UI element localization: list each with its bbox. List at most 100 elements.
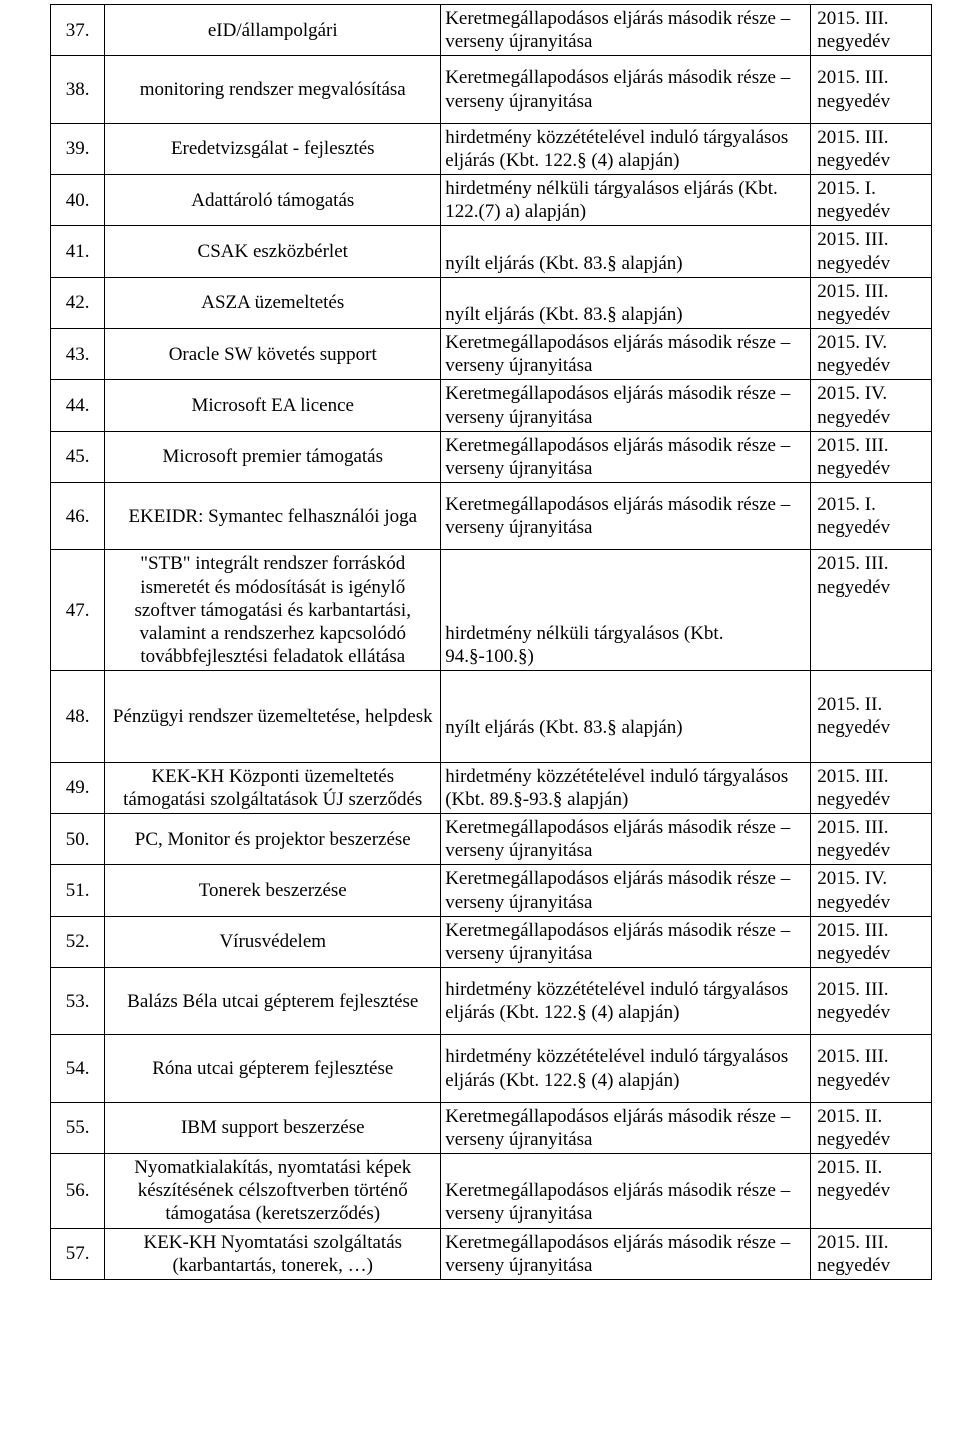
- row-procedure: hirdetmény nélküli tárgyalásos (Kbt. 94.…: [441, 550, 811, 671]
- row-number: 49.: [51, 762, 105, 813]
- row-procedure: hirdetmény közzétételével induló tárgyal…: [441, 123, 811, 174]
- table-row: 57.KEK-KH Nyomtatási szolgáltatás (karba…: [51, 1228, 932, 1279]
- row-number: 41.: [51, 226, 105, 277]
- table-row: 51.Tonerek beszerzéseKeretmegállapodásos…: [51, 865, 932, 916]
- table-row: 54.Róna utcai gépterem fejlesztésehirdet…: [51, 1035, 932, 1102]
- row-date: 2015. III. negyedév: [811, 1228, 932, 1279]
- row-name: Tonerek beszerzése: [105, 865, 441, 916]
- row-date: 2015. III. negyedév: [811, 762, 932, 813]
- row-date: 2015. I. negyedév: [811, 483, 932, 550]
- row-date: 2015. IV. negyedév: [811, 865, 932, 916]
- row-procedure: hirdetmény közzétételével induló tárgyal…: [441, 968, 811, 1035]
- table-row: 37.eID/állampolgáriKeretmegállapodásos e…: [51, 5, 932, 56]
- row-number: 52.: [51, 916, 105, 967]
- row-name: Balázs Béla utcai gépterem fejlesztése: [105, 968, 441, 1035]
- row-procedure: nyílt eljárás (Kbt. 83.§ alapján): [441, 671, 811, 762]
- table-row: 38.monitoring rendszer megvalósításaKere…: [51, 56, 932, 123]
- row-name: Microsoft premier támogatás: [105, 431, 441, 482]
- row-date: 2015. III. negyedév: [811, 550, 932, 671]
- row-date: 2015. III. negyedév: [811, 5, 932, 56]
- row-number: 53.: [51, 968, 105, 1035]
- row-date: 2015. III. negyedév: [811, 968, 932, 1035]
- table-row: 42.ASZA üzemeltetésnyílt eljárás (Kbt. 8…: [51, 277, 932, 328]
- row-number: 43.: [51, 329, 105, 380]
- table-row: 48.Pénzügyi rendszer üzemeltetése, helpd…: [51, 671, 932, 762]
- row-number: 44.: [51, 380, 105, 431]
- table-row: 45.Microsoft premier támogatásKeretmegál…: [51, 431, 932, 482]
- row-number: 50.: [51, 813, 105, 864]
- row-name: Nyomatkialakítás, nyomtatási képek készí…: [105, 1154, 441, 1229]
- row-date: 2015. III. negyedév: [811, 226, 932, 277]
- table-row: 44.Microsoft EA licenceKeretmegállapodás…: [51, 380, 932, 431]
- row-date: 2015. III. negyedév: [811, 123, 932, 174]
- row-procedure: hirdetmény közzétételével induló tárgyal…: [441, 1035, 811, 1102]
- table-row: 52.VírusvédelemKeretmegállapodásos eljár…: [51, 916, 932, 967]
- row-number: 42.: [51, 277, 105, 328]
- row-number: 40.: [51, 175, 105, 226]
- row-name: KEK-KH Nyomtatási szolgáltatás (karbanta…: [105, 1228, 441, 1279]
- row-name: Oracle SW követés support: [105, 329, 441, 380]
- row-name: CSAK eszközbérlet: [105, 226, 441, 277]
- row-name: monitoring rendszer megvalósítása: [105, 56, 441, 123]
- row-name: EKEIDR: Symantec felhasználói joga: [105, 483, 441, 550]
- row-date: 2015. IV. negyedév: [811, 329, 932, 380]
- row-date: 2015. III. negyedév: [811, 1035, 932, 1102]
- row-name: Róna utcai gépterem fejlesztése: [105, 1035, 441, 1102]
- row-number: 39.: [51, 123, 105, 174]
- row-number: 46.: [51, 483, 105, 550]
- table-row: 53.Balázs Béla utcai gépterem fejlesztés…: [51, 968, 932, 1035]
- row-date: 2015. IV. negyedév: [811, 380, 932, 431]
- row-date: 2015. II. negyedév: [811, 1102, 932, 1153]
- row-number: 55.: [51, 1102, 105, 1153]
- row-name: eID/állampolgári: [105, 5, 441, 56]
- row-date: 2015. III. negyedév: [811, 813, 932, 864]
- table-row: 41.CSAK eszközbérletnyílt eljárás (Kbt. …: [51, 226, 932, 277]
- row-number: 51.: [51, 865, 105, 916]
- table-row: 55.IBM support beszerzéseKeretmegállapod…: [51, 1102, 932, 1153]
- row-name: Microsoft EA licence: [105, 380, 441, 431]
- table-row: 40.Adattároló támogatáshirdetmény nélkül…: [51, 175, 932, 226]
- row-number: 45.: [51, 431, 105, 482]
- row-procedure: Keretmegállapodásos eljárás második rész…: [441, 329, 811, 380]
- row-name: ASZA üzemeltetés: [105, 277, 441, 328]
- row-procedure: Keretmegállapodásos eljárás második rész…: [441, 431, 811, 482]
- row-procedure: Keretmegállapodásos eljárás második rész…: [441, 1102, 811, 1153]
- row-name: "STB" integrált rendszer forráskód ismer…: [105, 550, 441, 671]
- row-number: 37.: [51, 5, 105, 56]
- table-row: 39.Eredetvizsgálat - fejlesztéshirdetmén…: [51, 123, 932, 174]
- row-procedure: Keretmegállapodásos eljárás második rész…: [441, 813, 811, 864]
- row-date: 2015. III. negyedév: [811, 916, 932, 967]
- row-procedure: Keretmegállapodásos eljárás második rész…: [441, 1154, 811, 1229]
- row-name: Eredetvizsgálat - fejlesztés: [105, 123, 441, 174]
- row-procedure: Keretmegállapodásos eljárás második rész…: [441, 56, 811, 123]
- row-name: IBM support beszerzése: [105, 1102, 441, 1153]
- row-procedure: Keretmegállapodásos eljárás második rész…: [441, 916, 811, 967]
- table-row: 50.PC, Monitor és projektor beszerzéseKe…: [51, 813, 932, 864]
- row-name: Adattároló támogatás: [105, 175, 441, 226]
- row-procedure: Keretmegállapodásos eljárás második rész…: [441, 865, 811, 916]
- row-date: 2015. II. negyedév: [811, 1154, 932, 1229]
- row-name: Vírusvédelem: [105, 916, 441, 967]
- table-row: 46.EKEIDR: Symantec felhasználói jogaKer…: [51, 483, 932, 550]
- row-procedure: hirdetmény közzétételével induló tárgyal…: [441, 762, 811, 813]
- row-number: 47.: [51, 550, 105, 671]
- row-procedure: nyílt eljárás (Kbt. 83.§ alapján): [441, 277, 811, 328]
- row-procedure: Keretmegállapodásos eljárás második rész…: [441, 5, 811, 56]
- row-date: 2015. III. negyedév: [811, 56, 932, 123]
- row-number: 56.: [51, 1154, 105, 1229]
- row-date: 2015. III. negyedév: [811, 277, 932, 328]
- row-procedure: Keretmegállapodásos eljárás második rész…: [441, 380, 811, 431]
- procurement-table: 37.eID/állampolgáriKeretmegállapodásos e…: [50, 4, 932, 1280]
- row-number: 38.: [51, 56, 105, 123]
- row-procedure: hirdetmény nélküli tárgyalásos eljárás (…: [441, 175, 811, 226]
- row-procedure: Keretmegállapodásos eljárás második rész…: [441, 483, 811, 550]
- row-procedure: Keretmegállapodásos eljárás második rész…: [441, 1228, 811, 1279]
- row-date: 2015. II. negyedév: [811, 671, 932, 762]
- table-row: 49.KEK-KH Központi üzemeltetés támogatás…: [51, 762, 932, 813]
- table-row: 56.Nyomatkialakítás, nyomtatási képek ké…: [51, 1154, 932, 1229]
- row-number: 57.: [51, 1228, 105, 1279]
- row-number: 48.: [51, 671, 105, 762]
- row-date: 2015. I. negyedév: [811, 175, 932, 226]
- table-row: 43.Oracle SW követés supportKeretmegálla…: [51, 329, 932, 380]
- row-date: 2015. III. negyedév: [811, 431, 932, 482]
